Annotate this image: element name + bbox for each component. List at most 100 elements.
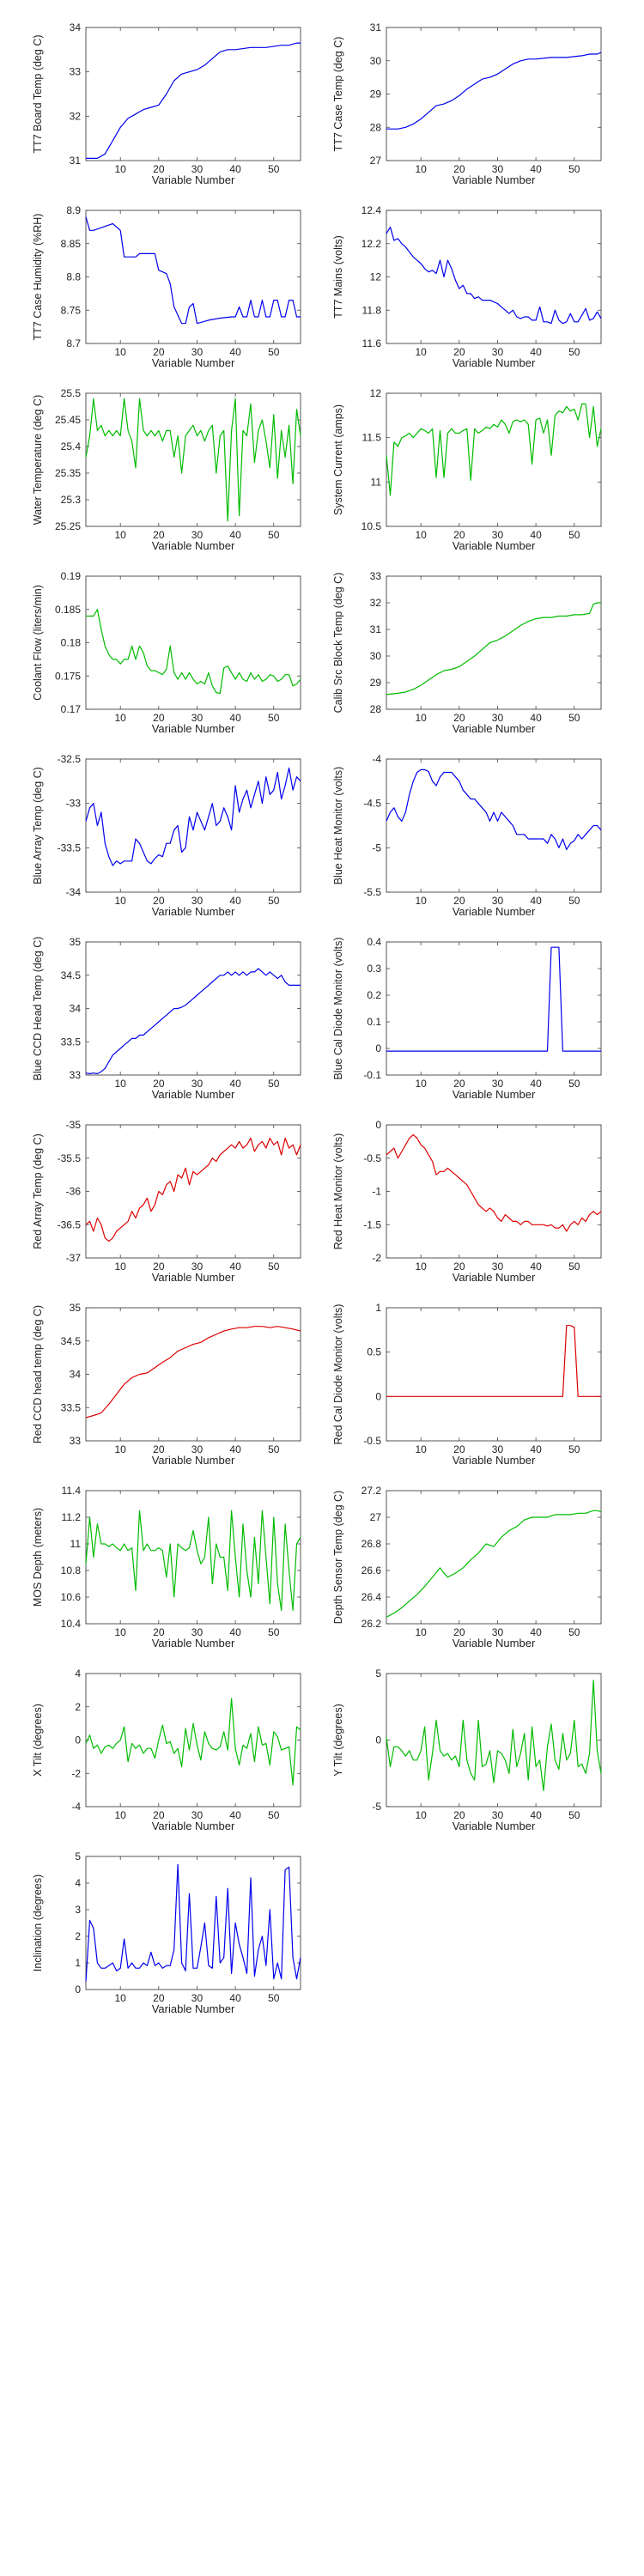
x-axis-label: Variable Number: [152, 1088, 235, 1101]
x-tick-label: 30: [492, 529, 504, 541]
y-tick-label: 33: [70, 1069, 82, 1081]
chart-panel-17: 10.4 10.6 10.8 11 11.2 11.4 10 20 30 40 50 Variable…: [32, 1485, 301, 1649]
series-line: [386, 769, 602, 851]
x-tick-label: 30: [191, 1261, 204, 1273]
x-tick-label: 20: [153, 1261, 165, 1273]
chart-panel-20: -5 0 5 10 20 30 40 50 Variable Number Y Tilt (deg…: [332, 1668, 602, 1832]
y-tick-label: -35.5: [58, 1152, 82, 1164]
y-tick-label: 31: [70, 155, 82, 167]
y-tick-label: 8.7: [66, 337, 81, 349]
x-tick-label: 10: [114, 163, 126, 175]
chart-panel-2: 27 28 29 30 31 10 20 30 40 50 Variable Number TT7 C…: [332, 21, 602, 186]
x-axis-label: Variable Number: [453, 722, 536, 735]
x-tick-label: 40: [229, 346, 241, 358]
series-line: [386, 1325, 601, 1397]
chart-panel-14: -2 -1.5 -1 -0.5 0 10 20 30 40 50 Variable Number Re…: [332, 1119, 602, 1284]
plot-frame: [85, 210, 301, 344]
x-tick-label: 20: [453, 895, 465, 907]
y-axis-label: MOS Depth (meters): [32, 1508, 44, 1607]
y-tick-label: -0.1: [363, 1069, 381, 1081]
plot-frame: [386, 575, 602, 710]
x-tick-label: 20: [453, 1078, 465, 1090]
x-tick-label: 50: [568, 1261, 580, 1273]
y-tick-label: 0.18: [61, 637, 82, 649]
x-axis-label: Variable Number: [152, 539, 235, 552]
plot-frame: [85, 575, 301, 710]
y-tick-label: -36.5: [58, 1218, 82, 1230]
y-tick-label: -1.5: [363, 1218, 381, 1230]
x-tick-label: 10: [415, 1078, 427, 1090]
x-tick-label: 20: [453, 1443, 465, 1455]
x-tick-label: 30: [191, 712, 204, 724]
plot-frame: [85, 392, 301, 527]
series-line: [85, 767, 301, 866]
y-axis-label: Water Temperature (deg C): [32, 395, 44, 525]
y-axis-label: Red Heat Monitor (volts): [332, 1133, 344, 1249]
x-axis-label: Variable Number: [152, 1454, 235, 1467]
y-tick-label: 25.25: [55, 520, 81, 532]
x-tick-label: 50: [268, 895, 280, 907]
y-tick-label: 3: [75, 1904, 81, 1916]
x-tick-label: 40: [229, 1992, 241, 2004]
y-tick-label: 10.5: [361, 520, 382, 532]
x-tick-label: 40: [229, 163, 241, 175]
plot-frame: [85, 1124, 301, 1259]
y-axis-label: Red CCD head temp (deg C): [32, 1305, 44, 1443]
x-tick-label: 40: [530, 1626, 542, 1638]
y-tick-label: -4.5: [363, 798, 381, 810]
x-tick-label: 10: [114, 1626, 126, 1638]
y-tick-label: 10.4: [61, 1618, 82, 1630]
series-line: [86, 609, 301, 695]
y-tick-label: -5: [372, 841, 381, 854]
x-tick-label: 20: [453, 163, 465, 175]
y-tick-label: 32: [370, 597, 382, 609]
plot-frame: [386, 1307, 602, 1442]
y-tick-label: 33.5: [61, 1036, 82, 1048]
series-line: [386, 1510, 602, 1618]
y-tick-label: 0.4: [367, 936, 381, 948]
x-tick-label: 40: [229, 1261, 241, 1273]
series-line: [85, 1510, 301, 1612]
y-tick-label: 8.75: [61, 304, 82, 316]
y-tick-label: 25.5: [61, 387, 82, 399]
y-tick-label: 34.5: [61, 1335, 82, 1347]
y-tick-label: 0: [375, 1390, 381, 1402]
series-line: [85, 398, 301, 522]
y-tick-label: 11.4: [62, 1485, 82, 1497]
x-tick-label: 50: [268, 529, 280, 541]
x-tick-label: 30: [191, 895, 204, 907]
x-tick-label: 40: [530, 529, 542, 541]
x-axis-label: Variable Number: [152, 1637, 235, 1649]
y-tick-label: -0.5: [363, 1435, 381, 1447]
series-line: [85, 1137, 301, 1242]
chart-panel-16: -0.5 0 0.5 1 10 20 30 40 50 Variable Number Red Ca…: [332, 1302, 602, 1467]
x-tick-label: 30: [492, 1261, 504, 1273]
x-tick-label: 20: [153, 346, 165, 358]
y-tick-label: 35: [70, 936, 82, 948]
x-tick-label: 50: [568, 346, 580, 358]
x-axis-label: Variable Number: [453, 1637, 536, 1649]
chart-panel-6: 10.5 11 11.5 12 10 20 30 40 50 Variable Number Sys…: [332, 387, 602, 552]
x-axis-label: Variable Number: [152, 1820, 235, 1832]
x-tick-label: 30: [191, 1992, 204, 2004]
x-tick-label: 10: [114, 529, 126, 541]
chart-panel-8: 28 29 30 31 32 33 10 20 30 40 50 Variable Number Cal…: [332, 570, 602, 735]
y-tick-label: -4: [372, 753, 381, 765]
y-axis-label: Blue Heat Monitor (volts): [332, 767, 344, 885]
y-tick-label: 30: [370, 650, 382, 662]
y-tick-label: 33: [70, 1435, 82, 1447]
series-line: [386, 226, 602, 325]
y-axis-label: TT7 Case Humidity (%RH): [32, 214, 44, 341]
y-tick-label: -36: [66, 1186, 82, 1198]
x-tick-label: 30: [191, 529, 204, 541]
chart-panel-4: 11.6 11.8 12 12.2 12.4 10 20 30 40 50 Variable Num…: [332, 204, 602, 369]
series-line: [86, 42, 301, 159]
x-tick-label: 30: [492, 1809, 504, 1821]
y-tick-label: 28: [370, 121, 382, 133]
y-tick-label: 0.185: [55, 604, 81, 616]
x-tick-label: 10: [415, 1809, 427, 1821]
y-tick-label: 1: [375, 1302, 381, 1314]
plot-frame: [85, 1490, 301, 1625]
x-tick-label: 50: [568, 1443, 580, 1455]
